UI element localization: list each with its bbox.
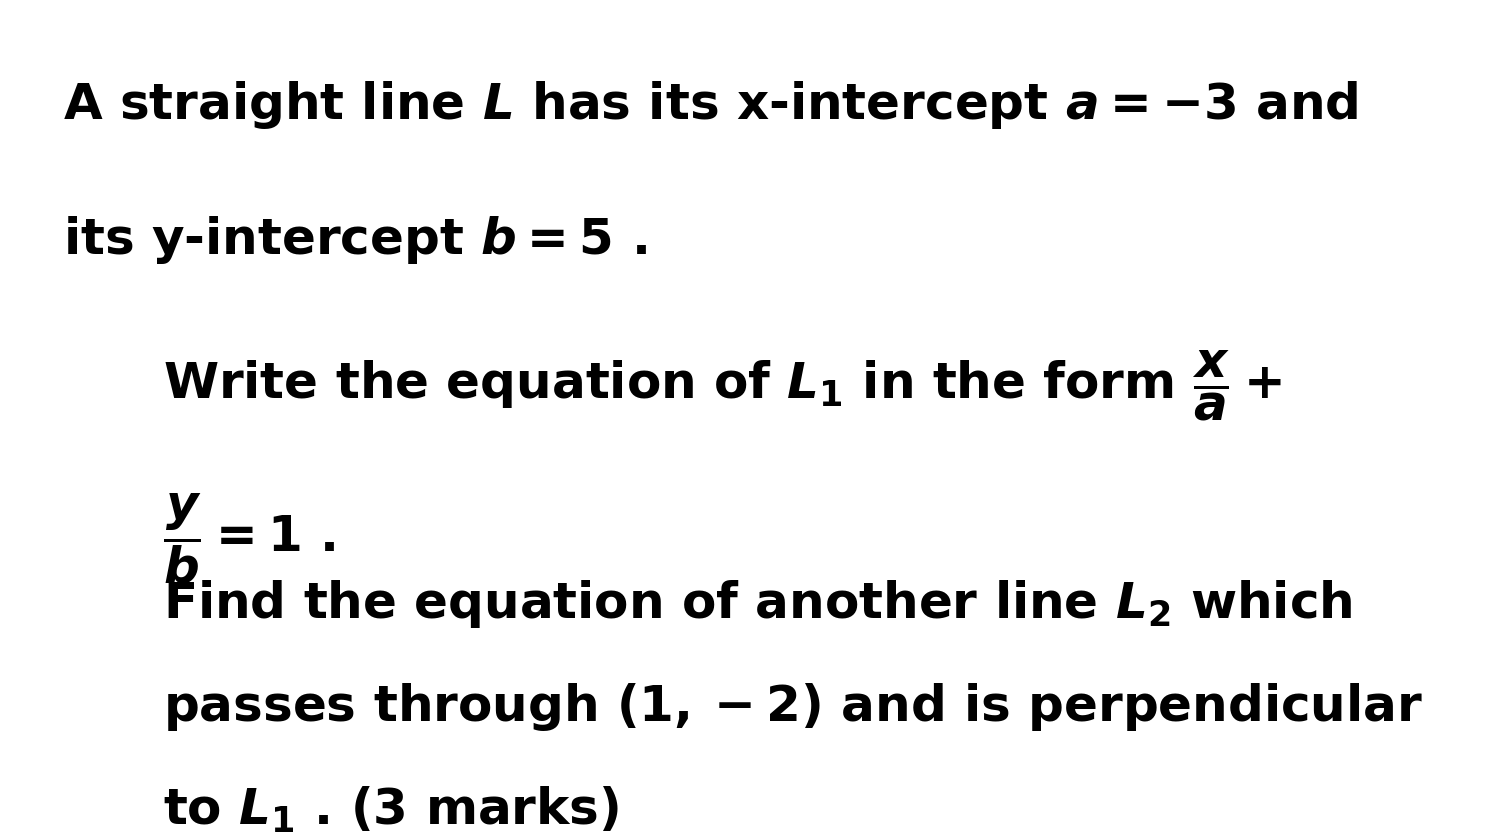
Text: passes through $(1,-2)$ and is perpendicular: passes through $(1,-2)$ and is perpendic… [162, 681, 1422, 733]
Text: Write the equation of $\boldsymbol{L_1}$ in the form $\dfrac{x}{a}+$: Write the equation of $\boldsymbol{L_1}$… [162, 349, 1281, 423]
Text: $\dfrac{y}{b}=1$ .: $\dfrac{y}{b}=1$ . [162, 492, 336, 586]
Text: to $\boldsymbol{L_1}$ . (3 marks): to $\boldsymbol{L_1}$ . (3 marks) [162, 784, 620, 834]
Text: Find the equation of another line $\boldsymbol{L_2}$ which: Find the equation of another line $\bold… [162, 579, 1352, 630]
Text: its y-intercept $\boldsymbol{b}=\mathbf{5}$ .: its y-intercept $\boldsymbol{b}=\mathbf{… [63, 214, 646, 266]
Text: A straight line $\boldsymbol{L}$ has its x-intercept $\boldsymbol{a}={-}\mathbf{: A straight line $\boldsymbol{L}$ has its… [63, 79, 1358, 131]
